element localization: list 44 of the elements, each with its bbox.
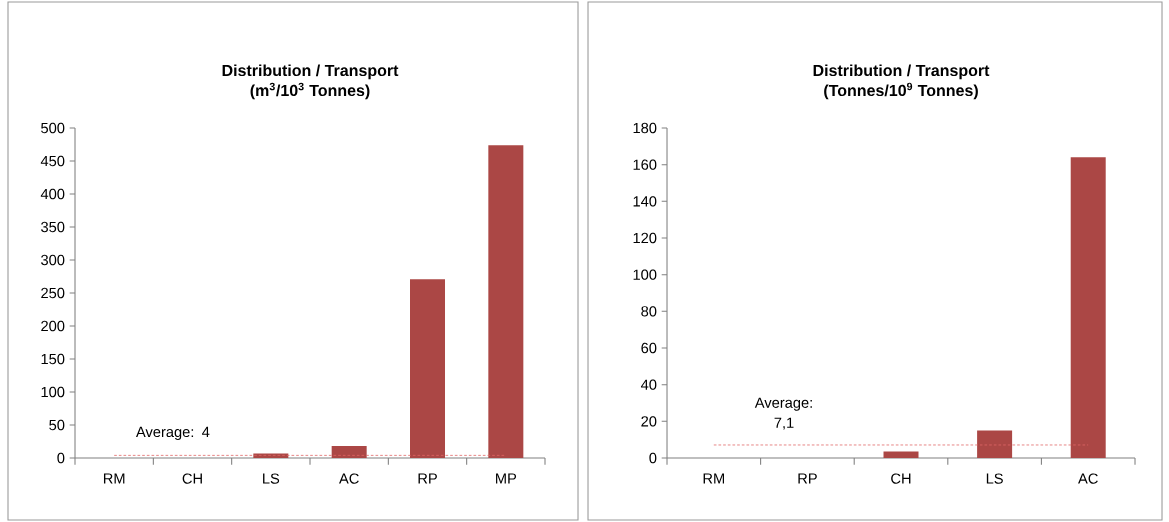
y-tick-label: 0 [649,452,657,464]
bar [883,451,919,458]
chart-subtitle: (m$^{3}$/10$^{3}$ Tonnes) [250,82,370,100]
chart-subtitle: (Tonnes/10$^{9}$ Tonnes) [824,82,978,100]
y-tick-label: 300 [41,254,65,266]
y-tick-label: 150 [41,353,65,365]
y-tick-label: 180 [633,122,657,134]
chart-title: Distribution / Transport [222,64,399,80]
y-tick-label: 0 [57,452,65,464]
x-tick-label: MP [496,473,517,484]
bar [410,279,446,458]
y-tick-label: 100 [633,269,657,280]
x-tick-label: RM [703,473,724,484]
y-tick-label: 350 [41,221,65,233]
chart-title: Distribution / Transport [813,64,990,80]
y-tick-label: 140 [633,196,657,207]
y-tick-label: 100 [41,386,65,398]
y-tick-label: 50 [49,419,65,431]
x-tick-label: RM [103,473,125,484]
x-tick-label: AC [1078,473,1098,484]
y-tick-label: 80 [641,306,657,317]
y-tick-label: 400 [40,188,65,200]
y-tick-label: 500 [41,122,65,134]
bar [488,145,524,458]
x-tick-label: CH [182,473,202,484]
x-tick-label: LS [986,473,1003,484]
x-tick-label: AC [339,473,359,484]
x-tick-label: LS [263,473,280,484]
bar [331,446,367,458]
y-tick-label: 60 [641,342,657,354]
y-tick-label: 250 [41,287,65,299]
ref-line-label: Average: 4 [135,426,210,440]
y-tick-label: 20 [641,416,657,427]
x-tick-label: RP [418,473,437,484]
y-tick-label: 160 [633,159,657,170]
y-tick-label: 40 [640,379,657,390]
bar [977,430,1013,458]
ref-line-label: Average: 7,1 [754,397,812,430]
bar [1070,157,1106,458]
y-tick-label: 450 [40,155,65,167]
y-tick-label: 200 [41,320,65,332]
y-tick-label: 120 [633,232,657,244]
x-tick-label: CH [891,473,911,484]
x-tick-label: RP [798,473,817,484]
